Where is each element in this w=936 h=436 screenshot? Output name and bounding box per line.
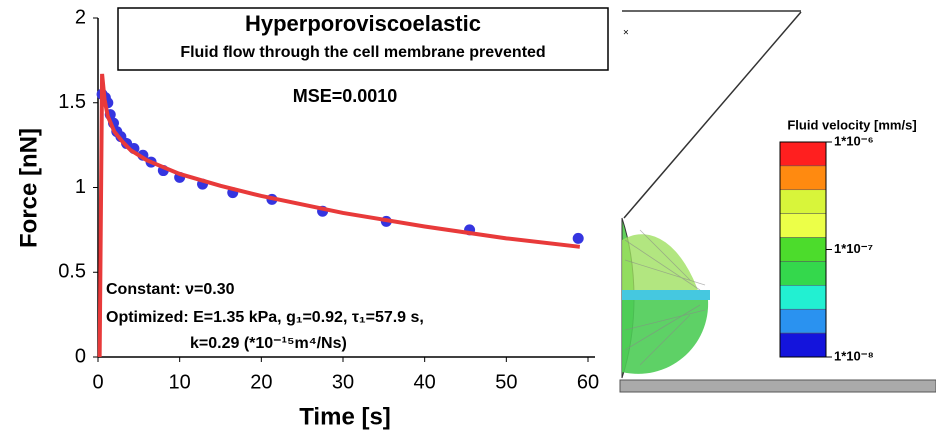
chart-subtitle: Fluid flow through the cell membrane pre…	[180, 44, 545, 61]
colorbar-swatch	[779, 213, 827, 238]
simulation-inset: ×	[619, 10, 936, 393]
x-tick-label: 40	[414, 371, 436, 393]
colorbar-title: Fluid velocity [mm/s]	[787, 117, 916, 132]
annotation: MSE=0.0010	[293, 86, 398, 106]
annotation: Optimized: E=1.35 kPa, g₁=0.92, τ₁=57.9 …	[106, 309, 424, 326]
chart-title: Hyperporoviscoelastic	[245, 11, 481, 36]
colorbar-label: 1*10⁻⁶	[834, 133, 874, 148]
colorbar-swatch	[779, 308, 827, 334]
colorbar-swatch	[779, 237, 827, 262]
y-tick-label: 0.5	[58, 261, 86, 283]
y-tick-label: 1	[75, 176, 86, 198]
svg-text:×: ×	[623, 28, 629, 39]
x-axis-label: Time [s]	[299, 403, 391, 430]
title-box	[117, 7, 609, 71]
x-tick-label: 30	[332, 371, 354, 393]
colorbar-label: 1*10⁻⁷	[834, 241, 873, 256]
annotation: k=0.29 (*10⁻¹⁵m⁴/Ns)	[190, 335, 347, 352]
colorbar-swatch	[779, 141, 827, 167]
y-tick-label: 2	[75, 6, 86, 28]
x-tick-label: 20	[250, 371, 272, 393]
colorbar-swatch	[779, 332, 827, 358]
colorbar-swatch	[779, 165, 827, 191]
model-curve	[97, 73, 581, 358]
x-tick-label: 60	[577, 371, 599, 393]
annotation: Constant: ν=0.30	[106, 281, 235, 298]
colorbar-swatch	[779, 285, 827, 310]
y-tick-label: 0	[75, 345, 86, 367]
x-tick-label: 0	[92, 371, 103, 393]
colorbar-label: 1*10⁻⁸	[834, 348, 874, 363]
data-point	[572, 232, 584, 244]
colorbar-swatch	[779, 189, 827, 214]
y-tick-label: 1.5	[58, 91, 86, 113]
x-tick-label: 50	[495, 371, 517, 393]
x-tick-label: 10	[169, 371, 191, 393]
y-axis-label: Force [nN]	[15, 128, 42, 248]
colorbar-swatch	[779, 261, 827, 286]
